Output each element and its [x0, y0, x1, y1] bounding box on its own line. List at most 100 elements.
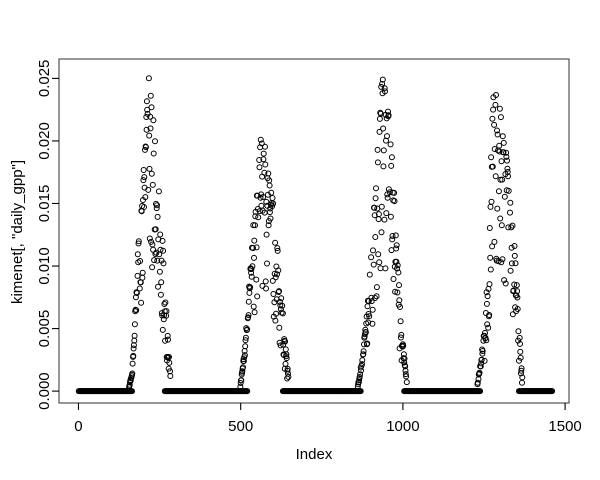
data-point [494, 131, 501, 138]
data-point [147, 113, 154, 120]
data-point [277, 342, 284, 349]
data-point [486, 225, 493, 231]
data-point [496, 148, 503, 155]
data-point [372, 295, 378, 301]
data-point [262, 143, 268, 150]
data-point [383, 210, 390, 217]
data-point [147, 92, 154, 99]
data-point [148, 170, 155, 177]
data-point [395, 269, 402, 276]
data-point [489, 163, 496, 170]
data-point [364, 303, 371, 310]
data-point [366, 313, 373, 320]
x-tick-label: 0 [74, 418, 82, 435]
data-point [253, 244, 260, 251]
data-point [361, 341, 367, 348]
data-point [368, 298, 375, 305]
data-point [474, 379, 481, 386]
data-point [501, 277, 508, 284]
data-point [167, 373, 174, 379]
data-point [254, 293, 261, 300]
data-point [283, 351, 290, 358]
data-point [131, 321, 138, 328]
data-point [137, 258, 144, 264]
data-point [369, 306, 376, 313]
data-point [498, 222, 505, 229]
y-tick-label: 0.015 [36, 185, 53, 223]
data-point [380, 125, 387, 132]
data-point [143, 98, 150, 105]
data-point [266, 209, 273, 216]
data-point [401, 359, 408, 366]
data-point [252, 222, 258, 229]
data-point [280, 341, 287, 348]
data-point [387, 213, 394, 220]
data-point [133, 307, 140, 314]
data-point [139, 269, 146, 276]
data-point [149, 181, 156, 188]
data-point [257, 136, 264, 143]
data-point [393, 258, 400, 265]
data-point [266, 182, 273, 189]
plot-box [58, 58, 570, 404]
data-point [267, 215, 274, 222]
data-point [393, 245, 400, 252]
data-point [162, 337, 169, 344]
data-point [391, 198, 398, 205]
data-point [386, 189, 393, 196]
y-tick-label: 0.005 [36, 310, 53, 348]
data-point [402, 363, 409, 370]
data-point [130, 352, 137, 359]
data-point [518, 365, 525, 372]
data-point [507, 209, 513, 216]
x-tick-label: 1500 [548, 418, 581, 435]
data-point [145, 186, 152, 193]
data-point [153, 249, 160, 256]
data-point [269, 277, 276, 284]
data-point [152, 138, 158, 145]
data-point [272, 239, 279, 246]
data-point [131, 332, 138, 339]
data-point [376, 128, 383, 135]
data-point [484, 321, 491, 328]
data-point [152, 251, 159, 257]
data-point [500, 139, 507, 146]
data-point [373, 293, 380, 300]
y-tick-label: 0.020 [36, 122, 53, 160]
data-point [160, 247, 167, 254]
data-point [138, 299, 145, 306]
data-point [141, 174, 148, 181]
data-point [357, 388, 364, 395]
data-point [384, 194, 391, 201]
data-point [157, 246, 164, 253]
data-point [514, 288, 521, 295]
data-point [485, 324, 492, 331]
data-point [488, 198, 495, 205]
data-point [514, 306, 521, 312]
data-point [273, 310, 279, 317]
data-point [359, 357, 366, 364]
data-point [151, 257, 158, 264]
data-point [362, 326, 369, 333]
data-point [282, 360, 289, 367]
data-point [240, 364, 246, 371]
data-point [279, 302, 286, 309]
data-point [483, 337, 490, 344]
data-point [250, 245, 256, 251]
data-point [130, 345, 137, 352]
data-point [380, 147, 387, 154]
data-point [265, 222, 272, 229]
data-point [133, 290, 140, 296]
y-axis-label: kimenet[, "daily_gpp"] [9, 160, 26, 304]
data-point [154, 257, 161, 264]
data-point [504, 169, 511, 175]
data-point [270, 200, 277, 207]
data-point [488, 154, 495, 161]
data-point [477, 388, 484, 395]
data-point [515, 328, 522, 335]
data-point [159, 237, 166, 244]
data-point [508, 244, 515, 251]
data-point [142, 194, 149, 201]
data-point [402, 371, 409, 378]
data-point [149, 264, 156, 271]
